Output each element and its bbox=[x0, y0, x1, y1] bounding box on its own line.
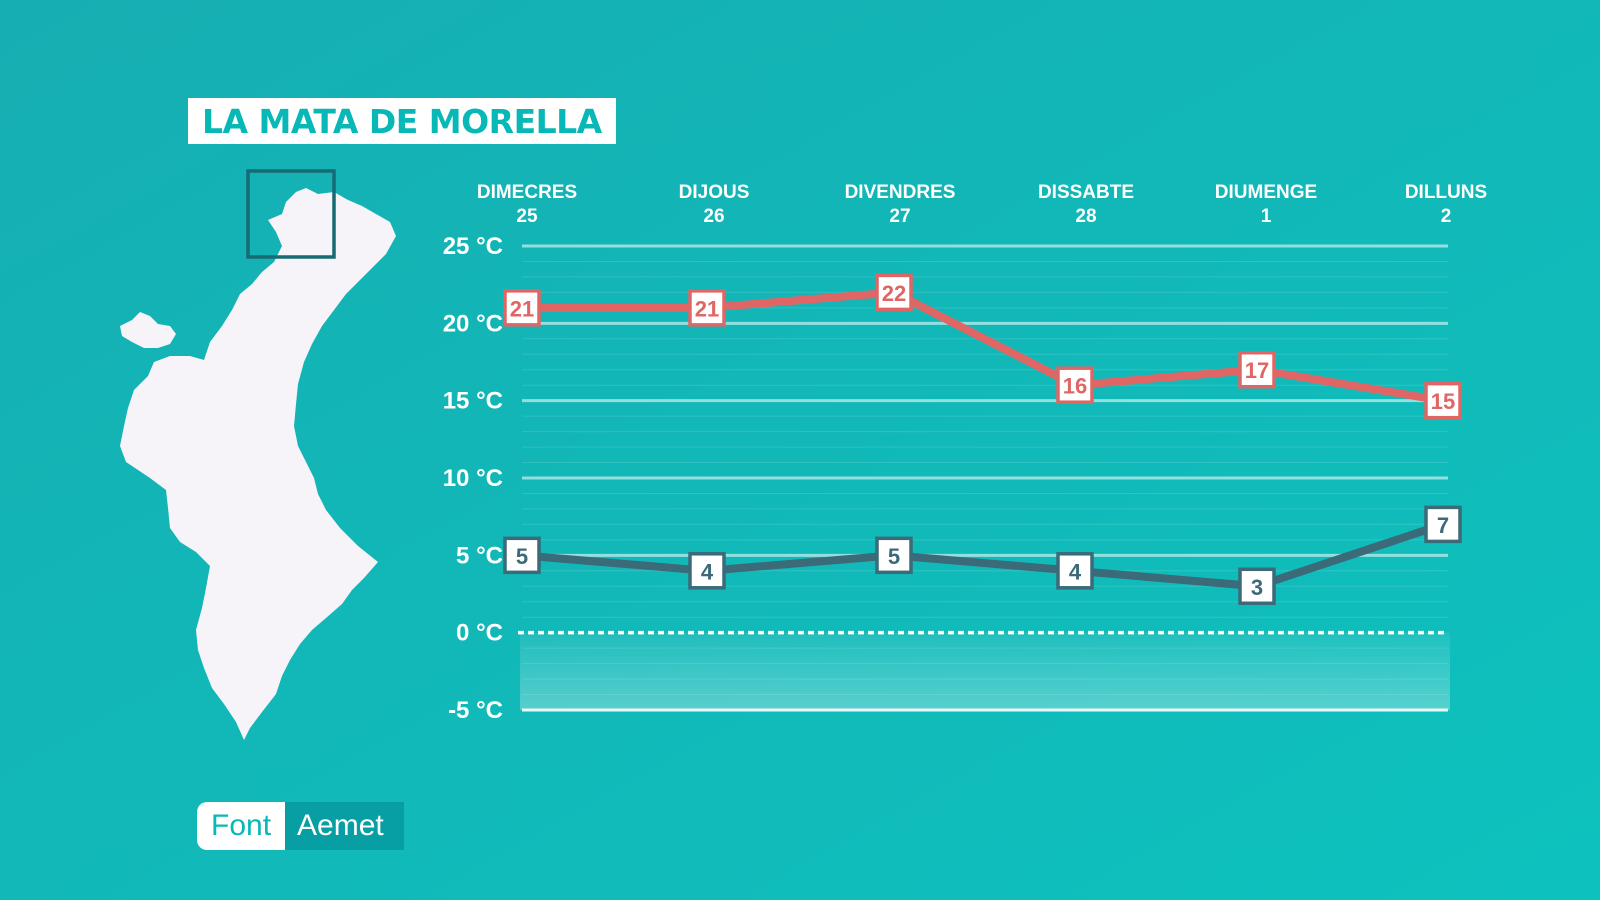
max-value-label: 17 bbox=[1245, 358, 1269, 383]
y-tick-label: 20 °C bbox=[443, 310, 503, 337]
min-marker bbox=[688, 552, 726, 590]
y-tick-label: 5 °C bbox=[456, 542, 503, 569]
min-value-label: 5 bbox=[516, 544, 528, 569]
day-name-label: DIUMENGE bbox=[1215, 182, 1317, 203]
day-date-label: 25 bbox=[516, 206, 538, 227]
source-label: Font bbox=[197, 802, 286, 850]
valencian-community-map-icon bbox=[120, 169, 396, 740]
day-name-label: DILLUNS bbox=[1405, 182, 1487, 203]
min-marker bbox=[1424, 505, 1462, 544]
source-badge: Font Aemet bbox=[197, 802, 404, 850]
y-tick-label: 25 °C bbox=[443, 233, 503, 260]
day-name-label: DIMECRES bbox=[477, 182, 577, 203]
day-name-label: DIVENDRES bbox=[845, 182, 956, 203]
min-marker bbox=[1238, 567, 1276, 606]
max-value-label: 22 bbox=[882, 281, 906, 306]
min-value-label: 5 bbox=[888, 544, 900, 569]
max-marker bbox=[503, 289, 541, 327]
day-date-label: 1 bbox=[1261, 206, 1272, 227]
y-tick-label: -5 °C bbox=[448, 697, 503, 724]
max-marker bbox=[1238, 350, 1276, 389]
day-date-label: 26 bbox=[703, 206, 724, 227]
location-title: LA MATA DE MORELLA bbox=[188, 98, 616, 144]
min-marker bbox=[503, 536, 541, 575]
day-name-label: DIJOUS bbox=[679, 182, 750, 203]
day-date-label: 2 bbox=[1441, 206, 1452, 227]
y-tick-label: 15 °C bbox=[443, 388, 503, 415]
min-marker bbox=[1056, 552, 1094, 590]
locator-box bbox=[246, 169, 336, 259]
location-title-text: LA MATA DE MORELLA bbox=[202, 101, 602, 141]
max-temperature-line bbox=[522, 288, 1444, 405]
min-value-label: 3 bbox=[1251, 575, 1263, 600]
min-temperature-line bbox=[521, 520, 1445, 591]
min-value-label: 7 bbox=[1437, 513, 1449, 538]
max-marker bbox=[1424, 381, 1462, 420]
region-shape bbox=[120, 188, 396, 740]
day-date-label: 28 bbox=[1075, 206, 1096, 227]
y-tick-label: 10 °C bbox=[443, 465, 503, 492]
enclave-shape bbox=[120, 312, 176, 348]
day-date-label: 27 bbox=[889, 206, 910, 227]
min-value-label: 4 bbox=[1069, 559, 1082, 584]
max-marker bbox=[1056, 366, 1094, 404]
below-zero-band bbox=[520, 632, 1450, 710]
max-value-label: 16 bbox=[1063, 374, 1087, 399]
y-tick-label: 0 °C bbox=[456, 620, 503, 647]
max-value-label: 15 bbox=[1431, 389, 1455, 414]
min-value-label: 4 bbox=[701, 559, 714, 584]
day-name-label: DISSABTE bbox=[1038, 182, 1134, 203]
max-marker bbox=[688, 289, 726, 327]
min-marker bbox=[875, 536, 913, 575]
max-value-label: 21 bbox=[695, 296, 719, 321]
source-value: Aemet bbox=[285, 802, 404, 850]
max-value-label: 21 bbox=[510, 296, 534, 321]
max-marker bbox=[875, 273, 913, 312]
